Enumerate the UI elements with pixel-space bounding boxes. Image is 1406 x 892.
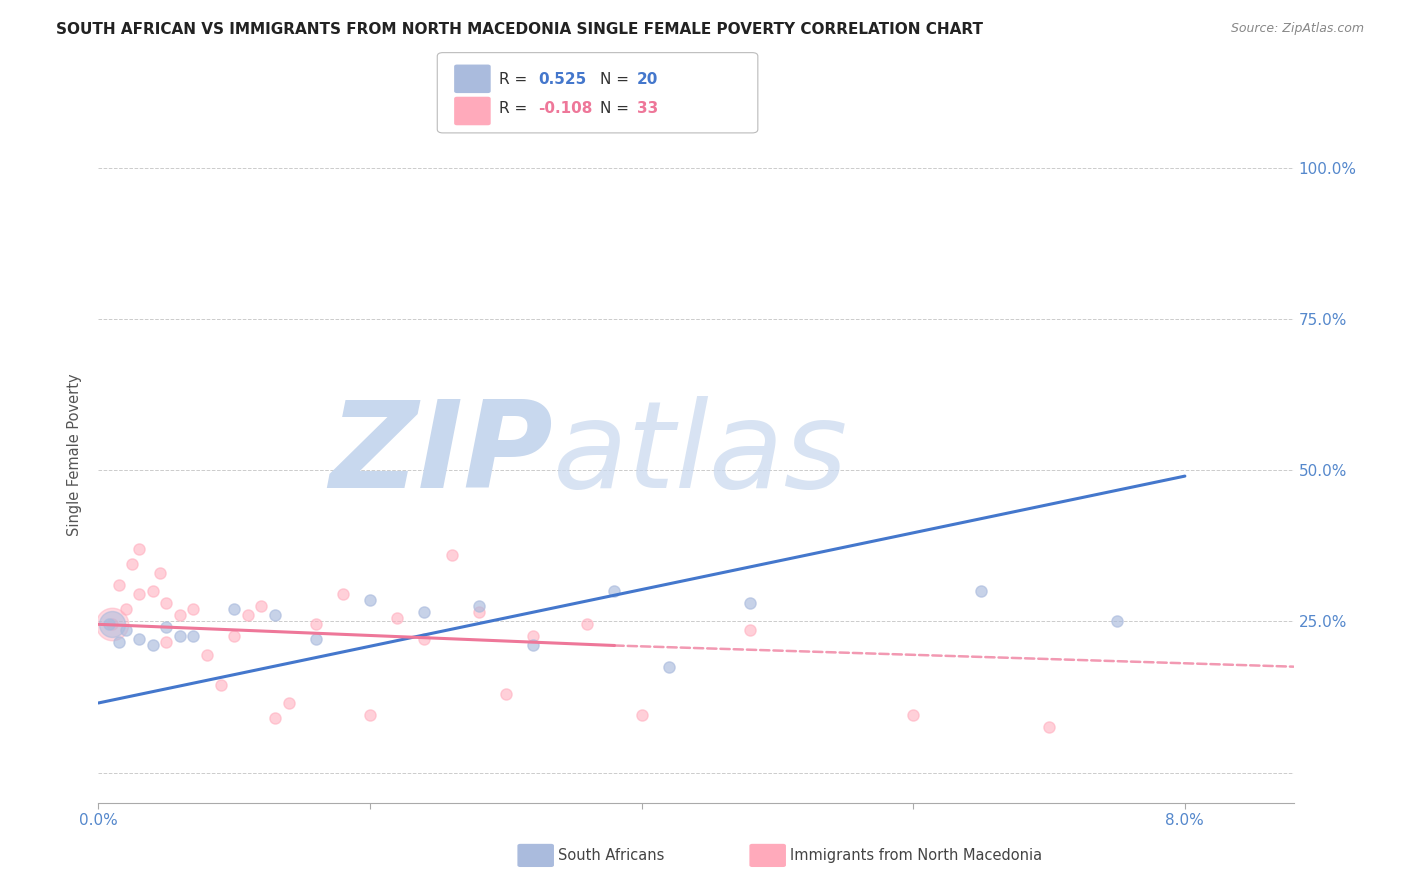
Point <box>1038 720 1060 734</box>
Point <box>101 617 124 632</box>
Text: South Africans: South Africans <box>558 848 665 863</box>
Point <box>1105 615 1128 629</box>
Point <box>224 629 246 643</box>
Point <box>576 617 599 632</box>
Text: N =: N = <box>600 72 634 87</box>
Point <box>359 708 381 723</box>
Point <box>250 599 273 614</box>
Point <box>128 587 150 601</box>
Point <box>98 617 121 632</box>
Text: -0.108: -0.108 <box>538 102 593 116</box>
Text: Source: ZipAtlas.com: Source: ZipAtlas.com <box>1230 22 1364 36</box>
Point <box>467 605 489 619</box>
Text: R =: R = <box>499 102 533 116</box>
Point <box>630 708 652 723</box>
Point <box>148 566 170 580</box>
Point <box>264 711 287 725</box>
Point <box>413 632 436 647</box>
Text: N =: N = <box>600 102 634 116</box>
Point <box>740 624 762 638</box>
Point <box>128 632 150 647</box>
Point <box>101 617 124 632</box>
Text: SOUTH AFRICAN VS IMMIGRANTS FROM NORTH MACEDONIA SINGLE FEMALE POVERTY CORRELATI: SOUTH AFRICAN VS IMMIGRANTS FROM NORTH M… <box>56 22 983 37</box>
Point <box>305 632 328 647</box>
Point <box>236 608 259 623</box>
Point <box>495 687 517 701</box>
Point <box>121 557 143 571</box>
Point <box>155 620 177 634</box>
Text: ZIP: ZIP <box>329 396 553 514</box>
Text: atlas: atlas <box>553 396 848 514</box>
Point <box>114 624 136 638</box>
Point <box>658 659 681 673</box>
Point <box>114 602 136 616</box>
Point <box>440 548 463 562</box>
Point <box>740 596 762 610</box>
Point <box>603 584 626 599</box>
Point <box>305 617 328 632</box>
Point <box>183 602 205 616</box>
Point <box>522 639 544 653</box>
Text: 33: 33 <box>637 102 658 116</box>
Point <box>142 584 165 599</box>
Text: R =: R = <box>499 72 533 87</box>
Point <box>101 617 124 632</box>
Point <box>277 696 299 710</box>
Text: Immigrants from North Macedonia: Immigrants from North Macedonia <box>790 848 1042 863</box>
Point <box>522 629 544 643</box>
Point <box>359 593 381 607</box>
Text: 0.525: 0.525 <box>538 72 586 87</box>
Point <box>209 678 232 692</box>
Point <box>155 635 177 649</box>
Point <box>385 611 409 625</box>
Point <box>224 602 246 616</box>
Point <box>183 629 205 643</box>
Point <box>195 648 218 662</box>
Point <box>903 708 925 723</box>
Point <box>107 635 129 649</box>
Point <box>128 541 150 556</box>
Point <box>970 584 993 599</box>
Text: 20: 20 <box>637 72 658 87</box>
Point <box>142 639 165 653</box>
Point <box>467 599 489 614</box>
Point <box>332 587 354 601</box>
Point <box>413 605 436 619</box>
Point <box>169 608 191 623</box>
Point <box>264 608 287 623</box>
Point <box>107 578 129 592</box>
Point <box>155 596 177 610</box>
Point <box>169 629 191 643</box>
Y-axis label: Single Female Poverty: Single Female Poverty <box>67 374 83 536</box>
